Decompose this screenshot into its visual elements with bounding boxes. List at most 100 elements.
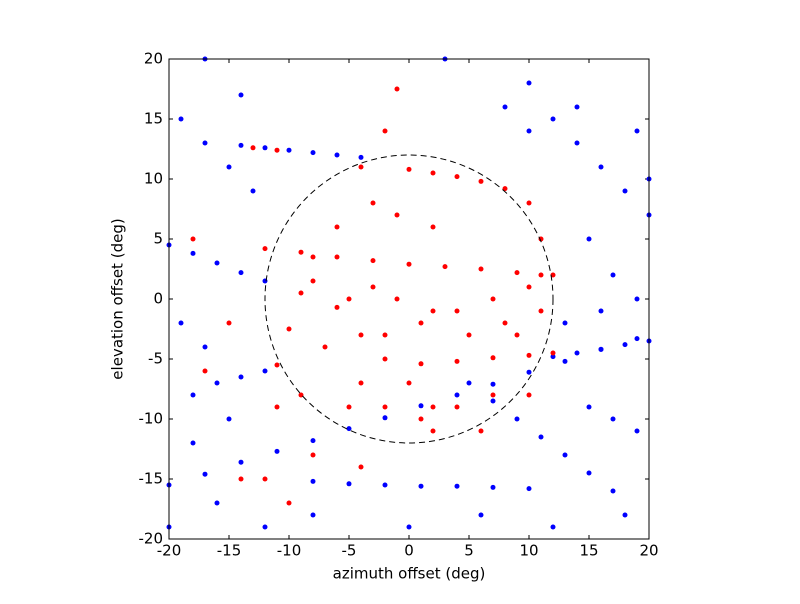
point	[550, 116, 556, 122]
point	[502, 320, 508, 326]
point	[370, 200, 376, 206]
point	[274, 448, 280, 454]
point	[418, 416, 424, 422]
y-tick-label: 5	[153, 230, 163, 248]
point	[550, 354, 556, 360]
point	[262, 476, 268, 482]
point	[598, 164, 604, 170]
point	[262, 368, 268, 374]
point	[346, 404, 352, 410]
point	[226, 164, 232, 170]
point	[526, 80, 532, 86]
point	[418, 320, 424, 326]
x-tick-label: -20	[157, 542, 182, 560]
point	[490, 296, 496, 302]
point	[190, 392, 196, 398]
point	[310, 452, 316, 458]
y-tick-label: 15	[144, 110, 163, 128]
point	[526, 128, 532, 134]
point	[454, 358, 460, 364]
point	[514, 332, 520, 338]
point	[574, 140, 580, 146]
point	[454, 404, 460, 410]
point	[478, 512, 484, 518]
point	[406, 524, 412, 530]
point	[190, 236, 196, 242]
point	[430, 308, 436, 314]
point	[226, 320, 232, 326]
point	[382, 415, 388, 421]
y-tick-label: 10	[144, 170, 163, 188]
point	[262, 524, 268, 530]
point	[274, 404, 280, 410]
point	[334, 152, 340, 158]
point	[526, 352, 532, 358]
point	[490, 392, 496, 398]
point	[574, 350, 580, 356]
point	[466, 332, 472, 338]
point	[214, 380, 220, 386]
point	[310, 254, 316, 260]
point	[394, 212, 400, 218]
point	[466, 380, 472, 386]
point	[334, 304, 340, 310]
point	[286, 326, 292, 332]
point	[274, 362, 280, 368]
point	[622, 342, 628, 348]
point	[454, 392, 460, 398]
point	[598, 308, 604, 314]
x-tick-label: 10	[519, 542, 538, 560]
point	[358, 464, 364, 470]
point	[238, 270, 244, 276]
point	[574, 104, 580, 110]
point	[346, 481, 352, 487]
point	[358, 332, 364, 338]
y-tick-label: 20	[144, 50, 163, 68]
x-tick-label: -15	[217, 542, 242, 560]
point	[346, 426, 352, 432]
point	[550, 350, 556, 356]
point	[334, 254, 340, 260]
point	[526, 369, 532, 375]
point	[526, 392, 532, 398]
x-axis-label: azimuth offset (deg)	[333, 565, 486, 583]
point	[430, 224, 436, 230]
point	[454, 308, 460, 314]
point	[214, 260, 220, 266]
point	[478, 428, 484, 434]
point	[358, 380, 364, 386]
point	[190, 250, 196, 256]
point	[586, 470, 592, 476]
reference-circle	[264, 154, 554, 444]
point	[514, 270, 520, 276]
point	[634, 428, 640, 434]
point	[238, 459, 244, 465]
point	[178, 320, 184, 326]
point	[394, 296, 400, 302]
point	[526, 486, 532, 492]
point	[610, 416, 616, 422]
point	[610, 488, 616, 494]
y-tick-label: -20	[139, 530, 164, 548]
point	[310, 478, 316, 484]
point	[358, 164, 364, 170]
point	[634, 336, 640, 342]
point	[406, 380, 412, 386]
point	[538, 308, 544, 314]
point	[202, 368, 208, 374]
point	[490, 398, 496, 404]
point	[250, 188, 256, 194]
point	[430, 428, 436, 434]
point	[598, 346, 604, 352]
point	[454, 483, 460, 489]
point	[454, 174, 460, 180]
point	[250, 145, 256, 151]
plot-frame	[168, 58, 650, 540]
point	[550, 524, 556, 530]
point	[214, 500, 220, 506]
point	[310, 512, 316, 518]
point	[586, 236, 592, 242]
point	[358, 154, 364, 160]
x-tick-label: 0	[404, 542, 414, 560]
point	[286, 500, 292, 506]
